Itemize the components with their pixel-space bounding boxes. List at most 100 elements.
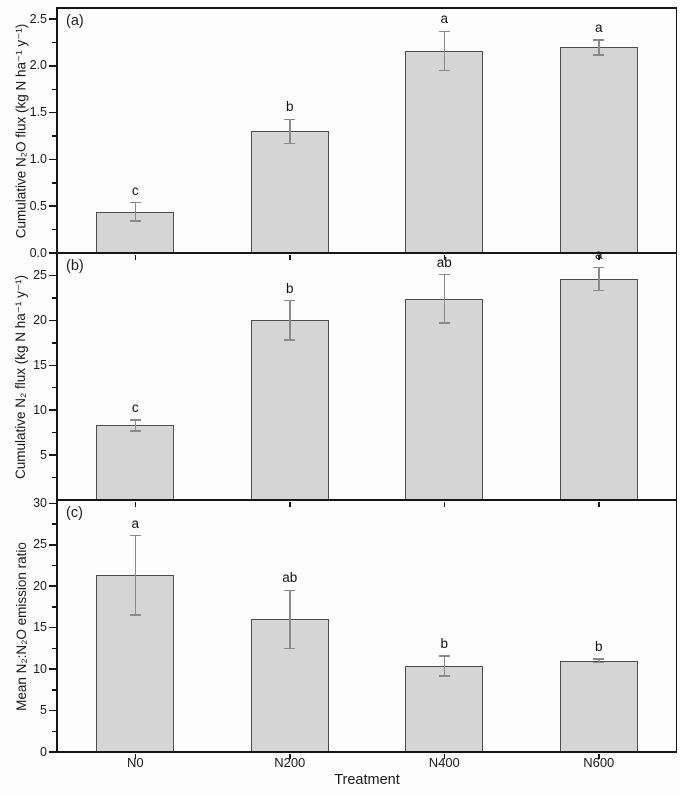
y-major-tick-a (49, 158, 56, 161)
y-tick-label-b: 15 (33, 357, 47, 372)
error-bar-stem-a-N200 (289, 119, 291, 144)
y-major-tick-a (49, 111, 56, 114)
panel-tag-b: (b) (66, 258, 84, 274)
sig-letter-b-N400: ab (436, 254, 452, 270)
panel-tag-c: (c) (66, 505, 83, 521)
y-tick-label-c: 5 (40, 703, 47, 718)
error-bar-stem-c-N400 (443, 655, 445, 676)
y-tick-label-a: 0.0 (29, 245, 47, 260)
sig-letter-a-N0: c (131, 182, 139, 198)
sig-letter-a-N600: a (594, 19, 603, 35)
plot-border-right (675, 7, 677, 753)
y-tick-label-c: 0 (40, 744, 47, 759)
y-axis-title-a: Cumulative N₂O flux (kg N ha⁻¹ y⁻¹) (9, 8, 33, 253)
error-bar-cap-top-c-N600 (593, 658, 605, 660)
y-minor-tick-a (52, 228, 56, 231)
y-major-tick-b (49, 454, 56, 456)
error-bar-cap-top-b-N200 (284, 299, 296, 302)
error-bar-cap-bottom-b-N200 (284, 339, 296, 341)
bar-b-N200 (250, 320, 329, 500)
error-bar-cap-top-c-N400 (438, 655, 450, 657)
y-minor-tick-c (52, 606, 56, 608)
error-bar-cap-bottom-c-N600 (593, 661, 605, 664)
error-bar-cap-bottom-b-N600 (593, 289, 605, 292)
error-bar-stem-b-N400 (443, 274, 445, 324)
sig-letter-c-N400: b (440, 635, 448, 651)
x-tick-c-N600 (598, 754, 600, 759)
x-axis-line (56, 750, 677, 753)
y-major-tick-c (49, 668, 56, 670)
error-bar-stem-c-N600 (598, 659, 600, 663)
x-tick-b-N200 (289, 502, 291, 507)
panel-separator-bc (56, 499, 677, 501)
x-axis-title: Treatment (334, 772, 400, 788)
x-tick-a-N600 (598, 255, 600, 260)
y-tick-label-c: 30 (33, 495, 47, 510)
x-category-label-N400: N400 (428, 755, 460, 770)
bar-c-N400 (405, 665, 484, 752)
y-minor-tick-b (52, 342, 56, 344)
error-bar-stem-b-N0 (134, 420, 136, 431)
error-bar-stem-c-N200 (289, 590, 291, 649)
y-axis-title-text-b: Cumulative N₂ flux (kg N ha⁻¹ y⁻¹) (13, 274, 29, 479)
error-bar-cap-bottom-b-N400 (438, 322, 450, 324)
y-minor-tick-a (52, 135, 56, 137)
bar-b-N0 (96, 425, 175, 500)
x-tick-c-N200 (289, 754, 291, 759)
panel-a: (a) Cumulative N₂O flux (kg N ha⁻¹ y⁻¹) 0.… (13, 8, 676, 260)
error-bar-cap-bottom-a-N0 (129, 220, 141, 222)
x-tick-b-N400 (443, 502, 445, 507)
x-category-label-N600: N600 (583, 755, 615, 770)
bar-a-N600 (559, 47, 638, 253)
y-major-tick-c (49, 502, 56, 505)
y-tick-label-b: 20 (33, 312, 47, 327)
y-minor-tick-a (52, 182, 56, 184)
y-major-tick-a (49, 205, 56, 207)
y-minor-tick-b (52, 297, 56, 299)
y-minor-tick-a (52, 88, 56, 91)
bar-b-N600 (559, 279, 638, 500)
y-tick-label-b: 5 (40, 447, 47, 462)
error-bar-cap-top-b-N600 (593, 266, 605, 269)
error-bar-cap-bottom-c-N400 (438, 675, 450, 677)
error-bar-cap-top-c-N200 (284, 589, 296, 592)
y-major-tick-c (49, 751, 56, 753)
panel-separator-ab (56, 252, 677, 254)
y-axis-title-c: Mean N₂:N₂O emission ratio (9, 500, 33, 752)
error-bar-cap-bottom-a-N200 (284, 142, 296, 145)
error-bar-stem-b-N200 (289, 300, 291, 341)
x-tick-c-N400 (443, 754, 445, 759)
y-axis-title-text-c: Mean N₂:N₂O emission ratio (13, 541, 29, 711)
sig-letter-a-N400: a (440, 11, 448, 27)
panel-b: (b) Cumulative N₂ flux (kg N ha⁻¹ y⁻¹) 5 10… (13, 248, 676, 507)
error-bar-cap-bottom-a-N600 (593, 54, 605, 56)
error-bar-stem-b-N600 (598, 267, 600, 291)
error-bar-stem-c-N0 (134, 535, 136, 616)
plot-border-top (56, 7, 677, 9)
y-major-tick-a (49, 18, 56, 20)
x-tick-b-N600 (598, 502, 600, 507)
y-minor-tick-b (52, 476, 56, 479)
error-bar-stem-a-N400 (443, 31, 445, 71)
y-major-tick-b (49, 319, 56, 322)
y-tick-label-a: 1.0 (29, 151, 47, 166)
y-minor-tick-b (52, 431, 56, 434)
error-bar-cap-top-c-N0 (129, 534, 141, 537)
error-bar-cap-top-b-N400 (438, 273, 450, 276)
x-category-label-N0: N0 (126, 755, 144, 770)
y-minor-tick-c (52, 564, 56, 567)
x-tick-a-N0 (134, 255, 136, 260)
y-axis-line (56, 7, 58, 753)
x-tick-a-N400 (443, 255, 445, 260)
y-minor-tick-c (52, 647, 56, 650)
y-major-tick-c (49, 544, 56, 546)
error-bar-cap-top-a-N200 (284, 118, 296, 121)
y-minor-tick-b (52, 386, 56, 389)
y-major-tick-c (49, 709, 56, 712)
y-tick-label-c: 10 (33, 661, 47, 676)
bar-b-N400 (405, 298, 484, 500)
panel-tag-a: (a) (66, 13, 84, 29)
y-major-tick-a (49, 252, 56, 254)
error-bar-cap-bottom-c-N0 (129, 614, 141, 616)
sig-letter-b-N600: a (577, 248, 621, 262)
